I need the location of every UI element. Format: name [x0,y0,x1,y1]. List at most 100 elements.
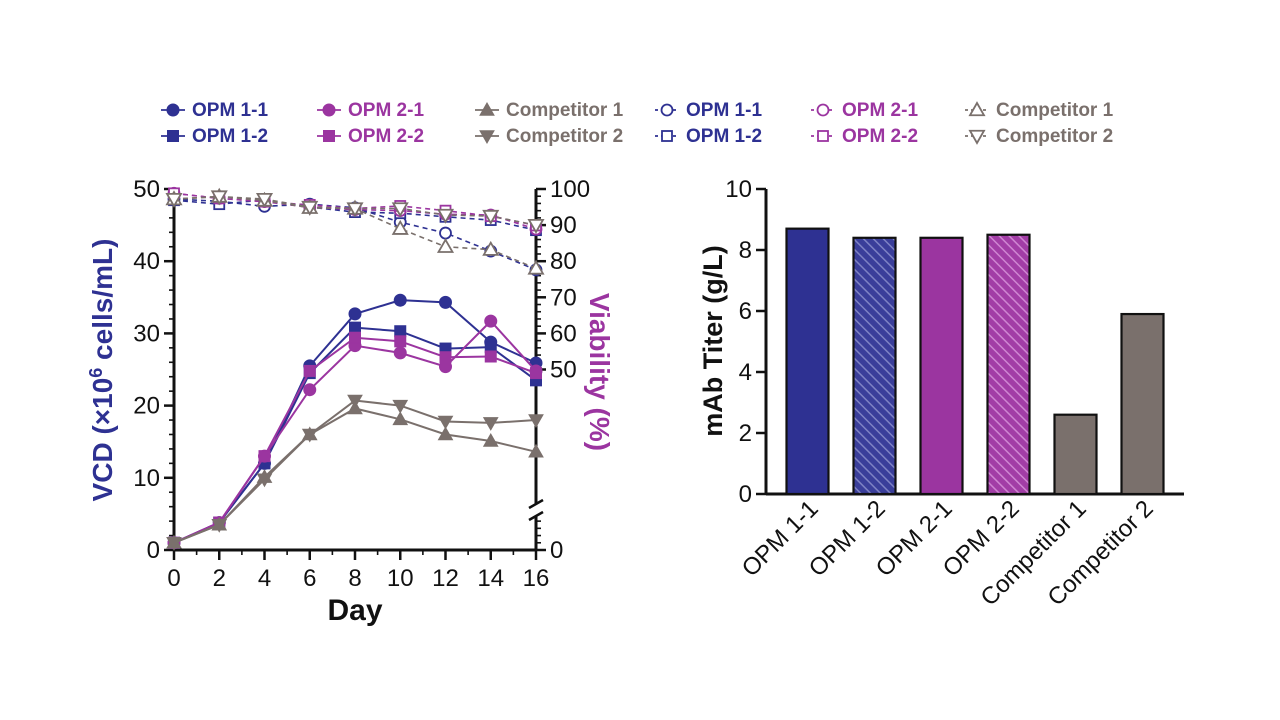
data-point-comp2 [528,414,544,429]
data-point-comp2v [482,209,500,225]
data-point-comp2 [482,417,499,431]
legend-marker [968,129,986,145]
series-line-comp1 [173,407,537,544]
legend-label: OPM 2-2 [348,126,424,147]
series-comp2v [165,190,545,234]
data-point-opm2_2 [303,364,316,377]
left-y-tick-label: 40 [133,248,160,275]
legend-label: Competitor 1 [996,100,1114,121]
legend-label: OPM 1-1 [686,100,762,121]
y-axis-label-vcd: VCD (×106 cells/mL) [86,239,118,502]
data-point-comp1 [482,432,499,447]
data-point-opm1_1 [348,307,362,321]
legend-label: Competitor 2 [996,126,1113,147]
legend-item-opm1_2-vcd: OPM 1-2 [161,126,268,147]
line-chart-series [165,186,545,551]
data-point-opm1_2 [394,325,407,338]
x-tick-label: 0 [167,565,180,592]
right-y-tick-label: 90 [550,212,577,239]
series-line-comp2 [173,399,537,544]
right-y-tick-label: 60 [550,320,577,347]
axis-break-mark [528,510,544,522]
data-point-comp2v [436,208,455,224]
data-point-comp2 [392,399,409,414]
x-tick-label: 12 [432,565,459,592]
data-point-comp2 [301,428,318,443]
legend-item-comp1-vcd: Competitor 1 [475,100,624,121]
right-y-tick-label: 0 [550,537,563,564]
bar-opm-1-1 [785,227,830,496]
legend-label: Competitor 1 [506,100,624,121]
data-point-comp1v [436,237,455,253]
legend-marker [167,130,179,142]
x-tick-label: 10 [387,565,414,592]
x-tick-label: 14 [477,565,504,592]
left-y-tick-label: 30 [133,320,160,347]
axis-break-mark [528,498,544,510]
data-point-opm1_1v [439,226,452,240]
data-point-comp2 [211,518,228,533]
data-point-comp2v [346,202,364,218]
data-point-comp2v [210,190,228,206]
data-point-opm1_2 [349,321,361,334]
legend-item-opm1_1-vcd: OPM 1-1 [161,100,268,121]
data-point-comp1v [482,240,500,256]
legend-item-opm1_1-viability: OPM 1-1 [655,100,762,121]
data-point-opm1_1 [393,293,407,307]
y-axis-label-viability: Viability (%) [584,293,615,451]
data-point-opm2_2 [258,450,271,463]
data-point-comp2v [301,200,319,216]
legend-item-opm2_1-viability: OPM 2-1 [811,100,918,121]
data-point-opm2_2 [530,367,542,380]
legend-item-opm1_2-viability: OPM 1-2 [655,126,762,147]
legend-marker [323,130,335,142]
series-comp2 [166,394,544,551]
bar-competitor-2 [1120,312,1165,496]
data-point-opm2_2 [439,351,452,364]
right-y-tick-label: 100 [550,176,590,203]
data-point-comp2 [166,537,182,551]
left-y-tick-label: 0 [147,537,160,564]
bar-competitor-1 [1053,413,1098,496]
data-point-opm2_1 [303,383,317,397]
legend-marker [166,103,180,117]
data-point-opm2_2 [349,331,361,344]
data-point-comp1v [527,259,545,275]
x-tick-label: 8 [348,565,361,592]
data-point-comp2v [255,192,274,208]
legend-marker [817,130,829,142]
data-point-comp2v [527,218,545,234]
data-point-comp1v [391,219,409,235]
data-point-opm2_2 [394,335,407,348]
legend-marker [661,130,673,142]
left-y-tick-label: 50 [133,176,160,203]
legend-item-comp1-viability: Competitor 1 [965,100,1114,121]
data-point-opm2_1 [484,314,498,328]
legend-label: OPM 2-1 [348,100,424,121]
right-y-tick-label: 50 [550,357,577,384]
bar-opm-1-2 [852,236,897,496]
bar-y-tick-label: 4 [739,359,752,386]
bar-chart-axes: 0 2 4 6 8 10 [725,176,1184,508]
data-point-opm1_1 [439,295,452,309]
x-tick-label: 4 [258,565,271,592]
legend-label: OPM 1-1 [192,100,268,121]
legend-item-opm2_2-viability: OPM 2-2 [811,126,918,147]
legend-item-comp2-vcd: Competitor 2 [475,126,623,147]
bar-y-tick-label: 6 [739,298,752,325]
legend-label: OPM 2-2 [842,126,918,147]
legend-label: OPM 1-2 [192,126,268,147]
data-point-comp2v [165,192,183,208]
x-tick-label: 6 [303,565,316,592]
legend-label: OPM 1-2 [686,126,762,147]
x-tick-label: 16 [523,565,550,592]
bar-y-axis-label: mAb Titer (g/L) [698,245,728,437]
left-y-tick-label: 20 [133,393,160,420]
bar-y-tick-label: 10 [725,176,752,203]
bar-opm-2-2 [986,233,1031,496]
bar-y-tick-label: 0 [739,481,752,508]
